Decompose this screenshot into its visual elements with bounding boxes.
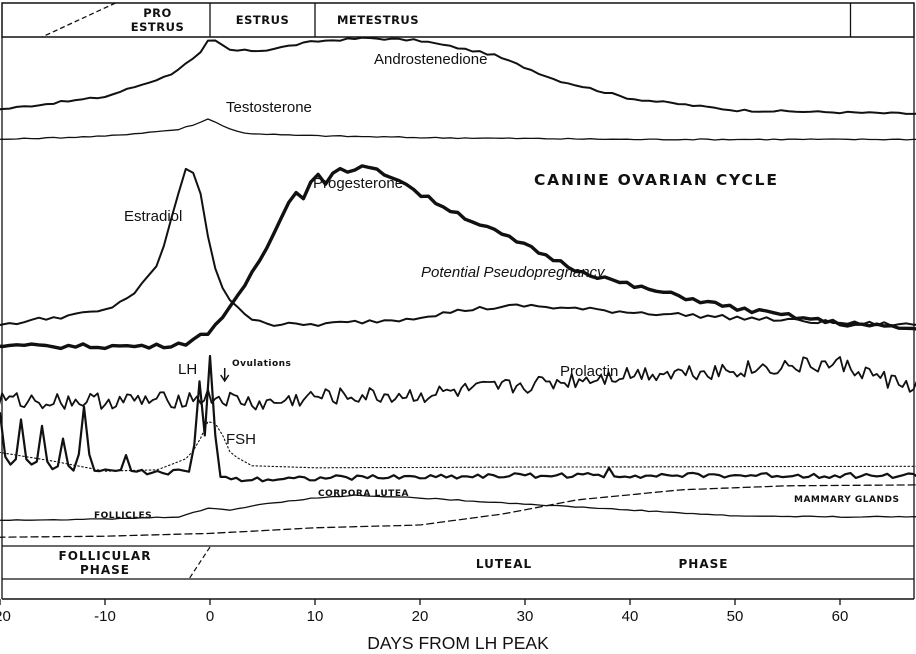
testosterone-label: Testosterone	[226, 99, 312, 116]
chart-title: CANINE OVARIAN CYCLE	[534, 171, 779, 189]
ovulations-label: Ovulations	[232, 359, 291, 369]
x-axis-title: DAYS FROM LH PEAK	[367, 633, 549, 653]
stage-label-1-line2: ESTRUS	[131, 20, 184, 34]
lh-curve	[0, 354, 916, 483]
x-tick-label: -10	[94, 608, 116, 625]
follicles-curve	[0, 494, 916, 521]
x-tick-label: 20	[412, 608, 429, 625]
stage-label-3: METESTRUS	[337, 13, 419, 27]
corpora-lutea-label: CORPORA LUTEA	[318, 489, 409, 499]
phase-label-0-line2: PHASE	[80, 563, 130, 577]
estrous-stage-header: LATEANESTRUSPROESTRUSESTRUSMETESTRUSLATE…	[1, 2, 915, 38]
testosterone-curve	[0, 118, 916, 141]
follicles-label: FOLLICLES	[94, 511, 152, 521]
androstenedione-curve	[0, 36, 916, 115]
stage-divider	[41, 2, 116, 38]
phase-label-1-line2: PHASE	[679, 557, 729, 571]
pseudopregnancy-label: Potential Pseudopregnancy	[421, 264, 606, 281]
lh-label: LH	[178, 361, 197, 378]
phase-label-1-line1: LUTEAL	[476, 557, 532, 571]
x-tick-label: 0	[206, 608, 214, 625]
estradiol-label: Estradiol	[124, 208, 182, 225]
prolactin-label: Prolactin	[560, 363, 618, 380]
phase-label-0-line1: FOLLICULAR	[59, 549, 152, 563]
mammary-glands-label: MAMMARY GLANDS	[794, 495, 899, 505]
phase-divider	[188, 546, 211, 580]
progesterone-label: Progesterone	[313, 175, 403, 192]
x-tick-label: 40	[622, 608, 639, 625]
progesterone-curve	[0, 164, 916, 351]
curve-labels: Androstenedione Testosterone Estradiol Prog…	[94, 51, 899, 521]
x-tick-label: 50	[727, 608, 744, 625]
x-tick-label: -20	[0, 608, 11, 625]
x-tick-label: 60	[832, 608, 849, 625]
ovulations-arrow-icon	[220, 368, 230, 383]
x-axis: -30-20-100102030405060708090100110120130	[0, 37, 915, 625]
fsh-label: FSH	[226, 431, 256, 448]
stage-label-2: ESTRUS	[236, 13, 289, 27]
stage-label-1-line1: PRO	[143, 6, 172, 20]
stage-header-frame	[1, 2, 915, 38]
hormone-curves	[0, 36, 916, 547]
fsh-curve	[0, 421, 916, 472]
x-tick-label: 30	[517, 608, 534, 625]
prolactin-curve	[0, 356, 916, 411]
androstenedione-label: Androstenedione	[374, 51, 487, 68]
x-tick-label: 10	[307, 608, 324, 625]
estradiol-curve	[0, 167, 916, 327]
